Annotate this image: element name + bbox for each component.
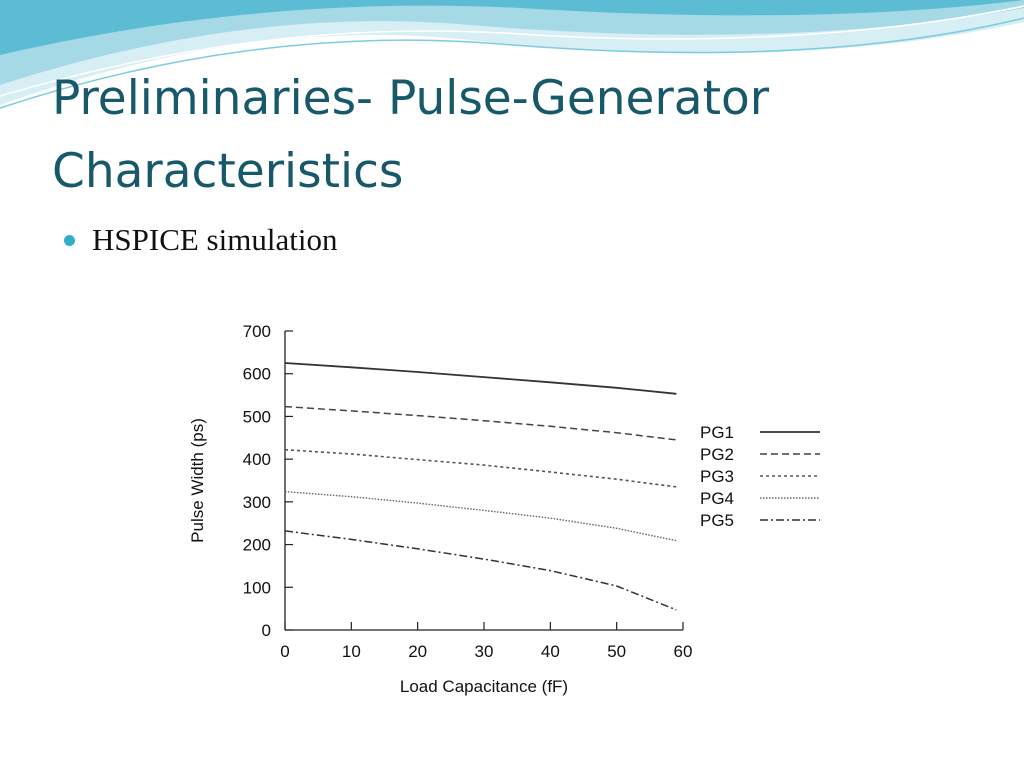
y-tick-label: 700 (243, 322, 271, 341)
series-line-pg3 (284, 448, 677, 488)
x-tick-label: 40 (541, 642, 560, 661)
pulse-width-chart: 0 100 200 300 400 500 600 700 0 10 20 30 40 50 60 Load … (188, 322, 820, 696)
y-tick-label: 0 (262, 621, 271, 640)
chart-container: 0 100 200 300 400 500 600 700 0 10 20 30 40 50 60 Load … (165, 305, 865, 705)
series-line-pg2 (284, 405, 677, 441)
legend-label: PG4 (700, 489, 734, 508)
x-tick-label: 50 (607, 642, 626, 661)
bullet-text: HSPICE simulation (92, 222, 338, 257)
y-tick-label: 600 (243, 365, 271, 384)
x-tick-label: 10 (342, 642, 361, 661)
series-line-pg1 (284, 362, 677, 395)
x-axis-label: Load Capacitance (fF) (400, 677, 568, 696)
y-tick-label: 300 (243, 493, 271, 512)
y-axis-label: Pulse Width (ps) (188, 418, 207, 543)
y-tick-label: 200 (243, 536, 271, 555)
series-line-pg4 (284, 490, 677, 542)
x-tick-label: 60 (674, 642, 693, 661)
x-tick-label: 0 (280, 642, 289, 661)
legend-label: PG5 (700, 511, 734, 530)
x-tick-label: 30 (475, 642, 494, 661)
x-tick-label: 20 (408, 642, 427, 661)
slide-title: Preliminaries- Pulse-Generator Character… (52, 71, 770, 199)
y-tick-label: 400 (243, 450, 271, 469)
y-tick-label: 500 (243, 407, 271, 426)
legend-label: PG3 (700, 467, 734, 486)
series-line-pg5 (284, 530, 677, 611)
legend-label: PG1 (700, 423, 734, 442)
header-wave-decoration (0, 0, 1024, 109)
y-tick-label: 100 (243, 578, 271, 597)
bullet-item: HSPICE simulation (64, 222, 337, 258)
legend-label: PG2 (700, 445, 734, 464)
bullet-dot-icon (64, 234, 75, 246)
